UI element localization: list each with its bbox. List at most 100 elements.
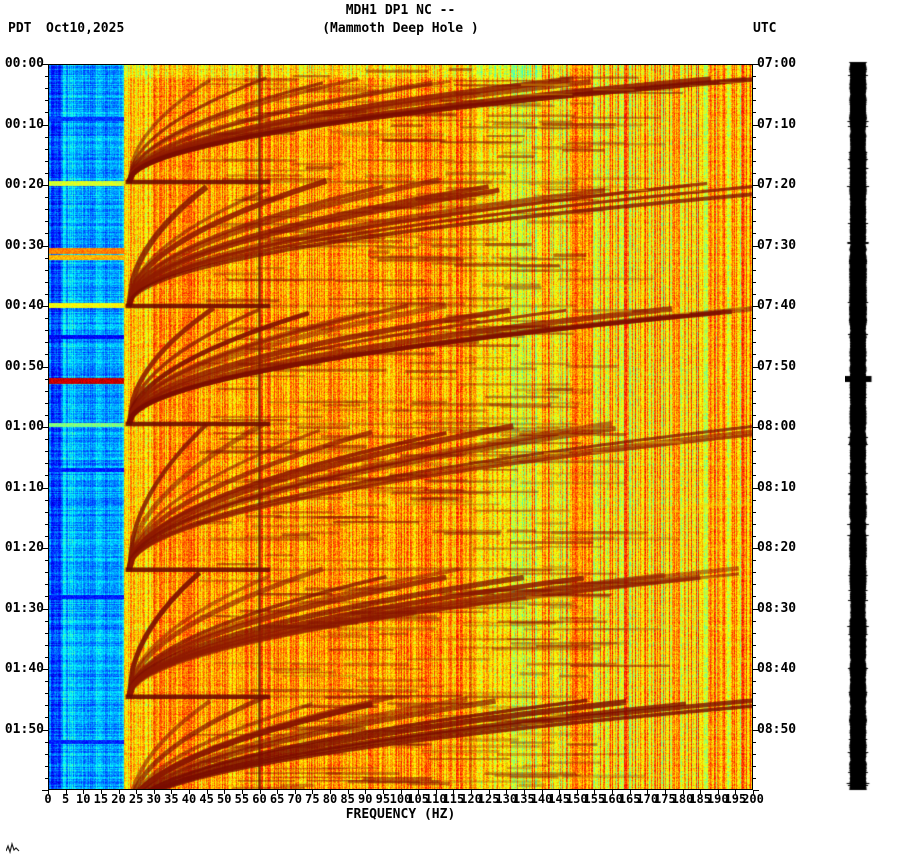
right-axis-tick (753, 790, 759, 791)
freq-axis-tick (647, 790, 648, 794)
freq-tick-label: 140 (530, 792, 553, 806)
left-axis-tick (45, 173, 48, 174)
left-axis-tick (45, 391, 48, 392)
left-axis-tick (45, 645, 48, 646)
left-axis-tick (45, 560, 48, 561)
left-axis-tick (42, 185, 48, 186)
right-axis-tick (753, 306, 759, 307)
right-axis-tick (753, 100, 756, 101)
freq-tick-label: 200 (742, 792, 764, 806)
right-time-label: 07:10 (757, 116, 797, 132)
corner-waveform-icon (6, 842, 20, 854)
left-axis-tick (45, 415, 48, 416)
right-axis-tick (753, 88, 756, 89)
left-axis-tick (45, 633, 48, 634)
right-time-label: 08:10 (757, 479, 797, 495)
left-axis-tick (45, 342, 48, 343)
left-axis-tick (42, 730, 48, 731)
right-axis-tick (753, 609, 759, 610)
right-axis-tick (753, 209, 756, 210)
right-axis-tick (753, 318, 756, 319)
left-time-label: 00:00 (4, 56, 44, 71)
left-time-label: 01:10 (4, 479, 44, 495)
right-axis-tick (753, 621, 756, 622)
left-axis-tick (45, 754, 48, 755)
freq-tick-label: 75 (305, 792, 320, 806)
left-axis-tick (45, 766, 48, 767)
right-axis-tick (753, 693, 756, 694)
right-axis-tick (753, 572, 756, 573)
freq-tick-label: 60 (252, 792, 267, 806)
right-axis-tick (753, 778, 756, 779)
left-axis-tick (45, 379, 48, 380)
left-axis-tick (45, 451, 48, 452)
right-axis-tick (753, 125, 759, 126)
right-axis-tick (753, 258, 756, 259)
right-time-label: 08:20 (757, 540, 797, 555)
freq-tick-label: 190 (706, 792, 729, 806)
left-axis-tick (45, 294, 48, 295)
right-axis-tick (753, 633, 756, 634)
left-time-label: 00:20 (4, 177, 44, 192)
freq-tick-label: 5 (62, 792, 70, 806)
left-axis-tick (42, 367, 48, 368)
left-axis-tick (45, 270, 48, 271)
right-time-label: 07:20 (757, 177, 797, 192)
right-axis-tick (753, 379, 756, 380)
freq-tick-label: 150 (565, 792, 588, 806)
left-axis-tick (45, 621, 48, 622)
left-axis-tick (45, 717, 48, 718)
spectrogram-canvas (48, 64, 753, 790)
right-axis-tick (753, 161, 756, 162)
left-axis-tick (42, 125, 48, 126)
freq-axis-tick (683, 790, 684, 794)
left-axis-tick (45, 475, 48, 476)
right-axis-tick (753, 185, 759, 186)
freq-tick-label: 90 (358, 792, 373, 806)
right-axis-tick (753, 173, 756, 174)
left-axis-tick (45, 778, 48, 779)
right-axis-tick (753, 64, 759, 65)
freq-tick-label: 70 (287, 792, 302, 806)
freq-axis-tick (277, 790, 278, 794)
left-axis-tick (45, 137, 48, 138)
left-axis-tick (45, 282, 48, 283)
freq-axis-tick (418, 790, 419, 794)
left-axis-tick (45, 463, 48, 464)
left-axis-tick (45, 742, 48, 743)
station-subtitle: (Mammoth Deep Hole ) (322, 21, 479, 36)
right-axis-tick (753, 681, 756, 682)
left-axis-tick (45, 233, 48, 234)
freq-axis-tick (295, 790, 296, 794)
right-axis-tick (753, 149, 756, 150)
freq-axis-tick (542, 790, 543, 794)
freq-axis-tick (119, 790, 120, 794)
freq-axis-tick (594, 790, 595, 794)
left-axis-tick (45, 439, 48, 440)
freq-axis-tick (348, 790, 349, 794)
freq-tick-label: 10 (76, 792, 91, 806)
right-axis-tick (753, 451, 756, 452)
freq-axis-tick (330, 790, 331, 794)
right-axis-tick (753, 294, 756, 295)
freq-tick-label: 80 (322, 792, 338, 806)
left-axis-tick (45, 197, 48, 198)
right-axis-tick (753, 415, 756, 416)
right-time-label: 07:30 (757, 237, 797, 253)
freq-axis-tick (207, 790, 208, 794)
freq-axis-tick (735, 790, 736, 794)
right-axis-tick (753, 221, 756, 222)
left-axis-tick (45, 100, 48, 101)
left-axis-tick (42, 427, 48, 428)
freq-tick-label: 115 (442, 792, 465, 806)
left-axis-tick (45, 693, 48, 694)
right-axis-tick (753, 391, 756, 392)
left-time-label: 01:40 (4, 661, 44, 676)
left-axis-tick (45, 681, 48, 682)
freq-tick-label: 195 (724, 792, 747, 806)
freq-axis-tick (718, 790, 719, 794)
right-axis-tick (753, 427, 759, 428)
freq-tick-label: 180 (671, 792, 694, 806)
right-axis-tick (753, 536, 756, 537)
